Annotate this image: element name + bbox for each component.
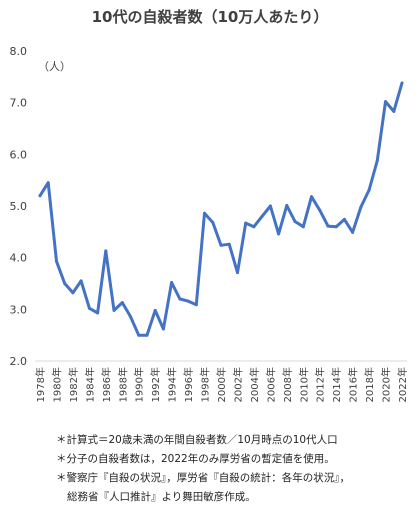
data-point xyxy=(268,204,272,208)
data-point xyxy=(46,181,50,185)
data-point xyxy=(170,281,174,284)
y-tick-label: 3.0 xyxy=(10,303,28,316)
data-point xyxy=(203,211,206,215)
x-tick-label: 1984年 xyxy=(83,367,96,402)
chart-title: 10代の自殺者数（10万人あたり） xyxy=(91,8,329,26)
y-unit-label: （人） xyxy=(38,60,71,73)
data-point xyxy=(392,109,396,113)
y-tick-label: 7.0 xyxy=(10,97,28,110)
data-point xyxy=(326,224,330,228)
data-point xyxy=(301,225,305,229)
note-source: ＊警察庁『自殺の状況』，厚労省『自殺の統計：各年の状況』， xyxy=(56,472,350,484)
x-axis: 1978年 1980年 1982年 1984年 1986年 1988年 1990年 1992年… xyxy=(34,367,409,402)
data-point xyxy=(96,311,100,315)
data-point xyxy=(342,217,346,221)
x-tick-label: 1982年 xyxy=(67,367,80,402)
y-tick-label: 2.0 xyxy=(10,355,28,368)
data-point xyxy=(227,242,231,246)
line-chart: 2.03.04.05.06.07.08.0 1978年 1980年 1982年 198… xyxy=(10,45,410,402)
data-point xyxy=(194,303,198,307)
x-tick-label: 1998年 xyxy=(199,367,212,402)
data-point xyxy=(211,221,215,224)
data-point xyxy=(285,204,289,207)
data-point xyxy=(129,315,132,319)
data-point xyxy=(55,259,58,263)
x-tick-label: 2008年 xyxy=(281,367,294,402)
note-formula: ＊計算式＝20歳未満の年間自殺者数／10月時点の10代人口 xyxy=(56,434,338,446)
x-tick-label: 2002年 xyxy=(231,367,244,402)
data-point xyxy=(186,299,190,303)
data-point xyxy=(277,232,281,236)
x-tick-label: 1996年 xyxy=(182,367,195,402)
x-tick-label: 2016年 xyxy=(347,367,360,402)
data-point xyxy=(153,308,157,312)
notes: ＊計算式＝20歳未満の年間自殺者数／10月時点の10代人口 ＊分子の自殺者数は，… xyxy=(56,431,350,507)
data-point xyxy=(112,308,116,312)
x-tick-label: 2022年 xyxy=(396,367,409,402)
x-tick-label: 1992年 xyxy=(149,367,162,402)
x-tick-label: 1978年 xyxy=(34,367,47,402)
data-point xyxy=(375,159,379,162)
data-point xyxy=(293,220,297,223)
y-tick-label: 8.0 xyxy=(10,45,28,58)
y-tick-label: 5.0 xyxy=(10,200,28,213)
x-tick-label: 1994年 xyxy=(166,367,179,402)
data-point xyxy=(219,243,223,247)
x-tick-label: 2010年 xyxy=(297,367,310,402)
data-point xyxy=(63,282,67,285)
x-tick-label: 1980年 xyxy=(50,367,63,402)
data-point xyxy=(236,271,239,275)
data-point xyxy=(244,221,248,225)
x-tick-label: 1990年 xyxy=(133,367,146,402)
x-tick-label: 2018年 xyxy=(363,367,376,402)
x-tick-label: 2014年 xyxy=(330,367,343,402)
data-point xyxy=(359,205,363,209)
data-point xyxy=(71,291,75,295)
data-point xyxy=(384,100,387,104)
data-point xyxy=(334,225,338,229)
data-point xyxy=(260,214,264,218)
series-line xyxy=(38,81,404,337)
data-point xyxy=(145,333,149,337)
data-point xyxy=(104,249,108,253)
data-points xyxy=(38,81,404,337)
x-tick-label: 2004年 xyxy=(248,367,261,402)
x-tick-label: 2000年 xyxy=(215,367,228,402)
data-point xyxy=(178,297,182,301)
data-point xyxy=(351,230,355,234)
data-point xyxy=(120,301,124,305)
note-provisional: ＊分子の自殺者数は，2022年のみ厚労省の暫定値を使用。 xyxy=(56,453,335,465)
y-tick-label: 4.0 xyxy=(10,252,28,265)
data-point xyxy=(400,81,404,85)
x-tick-label: 2012年 xyxy=(314,367,327,402)
x-tick-label: 1986年 xyxy=(100,367,113,402)
data-point xyxy=(79,279,83,283)
x-tick-label: 2006年 xyxy=(264,367,277,402)
data-point xyxy=(38,194,42,198)
data-point xyxy=(161,327,165,331)
data-point xyxy=(310,195,313,199)
data-point xyxy=(367,188,371,192)
x-tick-label: 1988年 xyxy=(116,367,129,402)
y-axis: 2.0 3.0 4.0 5.0 6.0 7.0 8.0 xyxy=(10,45,28,368)
data-point xyxy=(87,306,91,310)
data-point xyxy=(318,208,322,212)
data-point xyxy=(137,333,141,337)
note-source-cont: 総務省『人口推計』より舞田敏彦作成。 xyxy=(67,491,256,503)
x-tick-label: 2020年 xyxy=(380,367,393,402)
data-point xyxy=(252,225,256,229)
y-tick-label: 6.0 xyxy=(10,148,28,161)
